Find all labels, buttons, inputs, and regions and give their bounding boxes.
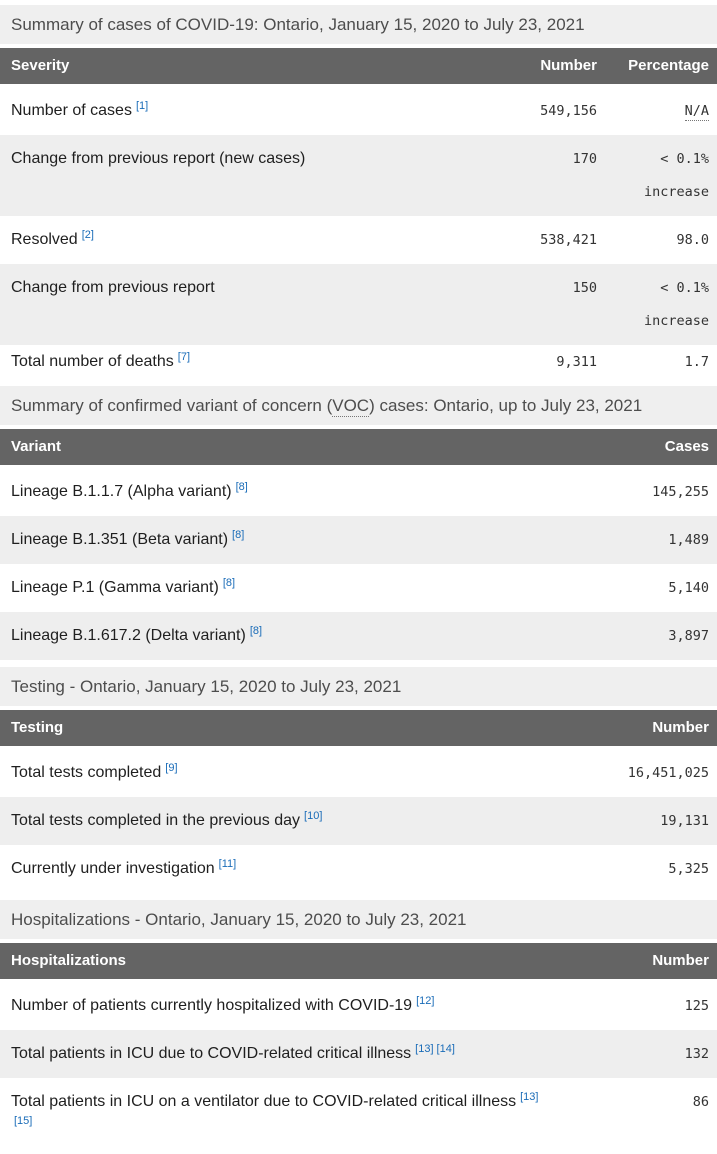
na-abbr: N/A xyxy=(684,103,709,121)
row-label: Number of patients currently hospitalize… xyxy=(11,994,435,1014)
footnote-ref[interactable]: [11] xyxy=(218,857,237,870)
percentage-note: increase xyxy=(643,313,709,329)
table-header: Testing Number xyxy=(0,710,717,746)
value-cell: 3,897 xyxy=(668,628,709,644)
row-label: Change from previous report xyxy=(11,279,215,296)
footnote-ref[interactable]: [2] xyxy=(81,228,94,241)
number-cell: 538,421 xyxy=(540,232,597,248)
row-label: Total tests completed [9] xyxy=(11,761,178,781)
number-cell: 549,156 xyxy=(540,103,597,119)
column-header-severity: Severity xyxy=(11,57,70,74)
footnote-ref[interactable]: [8] xyxy=(222,576,236,589)
section-heading: Hospitalizations - Ontario, January 15, … xyxy=(0,900,717,939)
table-row: Lineage P.1 (Gamma variant) [8] 5,140 xyxy=(0,564,717,612)
value-cell: 5,140 xyxy=(668,580,709,596)
table-row: Total tests completed [9] 16,451,025 xyxy=(0,749,717,797)
section-testing: Testing - Ontario, January 15, 2020 to J… xyxy=(0,667,717,893)
column-header-hospitalizations: Hospitalizations xyxy=(11,952,127,969)
column-header-number: Number xyxy=(652,719,709,736)
section-heading: Summary of confirmed variant of concern … xyxy=(0,386,717,425)
number-cell: 9,311 xyxy=(556,354,597,370)
column-header-number: Number xyxy=(652,952,709,969)
footnote-ref[interactable]: [14] xyxy=(436,1042,455,1055)
row-label: Number of cases [1] xyxy=(11,99,149,119)
footnote-ref[interactable]: [15] xyxy=(14,1114,33,1127)
row-label: Total patients in ICU on a ventilator du… xyxy=(11,1090,539,1127)
column-header-percentage: Percentage xyxy=(628,57,709,74)
row-label: Resolved [2] xyxy=(11,228,94,248)
row-label: Change from previous report (new cases) xyxy=(11,150,306,167)
column-header-number: Number xyxy=(540,57,597,74)
row-label: Lineage P.1 (Gamma variant) [8] xyxy=(11,576,236,596)
table-header: Variant Cases xyxy=(0,429,717,465)
percentage-note: increase xyxy=(643,184,709,200)
table-row: Number of patients currently hospitalize… xyxy=(0,982,717,1030)
table-row: Change from previous report 150 < 0.1% i… xyxy=(0,264,717,345)
section-heading: Summary of cases of COVID-19: Ontario, J… xyxy=(0,5,717,44)
value-cell: 86 xyxy=(692,1094,709,1110)
value-cell: 125 xyxy=(684,998,709,1014)
section-hospitalizations: Hospitalizations - Ontario, January 15, … xyxy=(0,900,717,1150)
row-label: Lineage B.1.351 (Beta variant) [8] xyxy=(11,528,245,548)
row-label: Total patients in ICU due to COVID-relat… xyxy=(11,1042,455,1062)
row-label: Lineage B.1.1.7 (Alpha variant) [8] xyxy=(11,480,248,500)
column-header-cases: Cases xyxy=(664,438,709,455)
section-variants: Summary of confirmed variant of concern … xyxy=(0,386,717,660)
voc-abbr: VOC xyxy=(332,396,370,417)
value-cell: 19,131 xyxy=(660,813,709,829)
footnote-ref[interactable]: [12] xyxy=(416,994,435,1007)
value-cell: 16,451,025 xyxy=(627,765,709,781)
footnote-ref[interactable]: [8] xyxy=(232,528,245,541)
footnote-ref[interactable]: [8] xyxy=(235,480,248,493)
number-cell: 170 xyxy=(572,151,597,167)
row-label: Lineage B.1.617.2 (Delta variant) [8] xyxy=(11,624,263,644)
percentage-cell: < 0.1% increase xyxy=(597,135,709,216)
footnote-ref[interactable]: [13] xyxy=(520,1090,539,1103)
column-header-variant: Variant xyxy=(11,438,62,455)
footnote-ref[interactable]: [8] xyxy=(249,624,263,637)
table-row: Lineage B.1.1.7 (Alpha variant) [8] 145,2… xyxy=(0,468,717,516)
table-row: Currently under investigation [11] 5,325 xyxy=(0,845,717,893)
table-row: Lineage B.1.351 (Beta variant) [8] 1,489 xyxy=(0,516,717,564)
table-row: Total patients in ICU on a ventilator du… xyxy=(0,1078,717,1150)
value-cell: 132 xyxy=(684,1046,709,1062)
value-cell: 145,255 xyxy=(652,484,709,500)
percentage-cell: N/A xyxy=(597,87,709,135)
footnote-ref[interactable]: [9] xyxy=(165,761,178,774)
table-row: Resolved [2] 538,421 98.0 xyxy=(0,216,717,264)
section-heading: Testing - Ontario, January 15, 2020 to J… xyxy=(0,667,717,706)
percentage-cell: 1.7 xyxy=(684,354,709,370)
table-row: Total patients in ICU due to COVID-relat… xyxy=(0,1030,717,1078)
value-cell: 1,489 xyxy=(668,532,709,548)
row-label: Currently under investigation [11] xyxy=(11,857,237,877)
column-header-testing: Testing xyxy=(11,719,64,736)
table-row: Lineage B.1.617.2 (Delta variant) [8] 3,8… xyxy=(0,612,717,660)
row-label: Total number of deaths [7] xyxy=(11,350,190,370)
table-header: Hospitalizations Number xyxy=(0,943,717,979)
row-label: Total tests completed in the previous da… xyxy=(11,809,323,829)
footnote-ref[interactable]: [13] xyxy=(415,1042,434,1055)
table-row: Number of cases [1] 549,156 N/A xyxy=(0,87,717,135)
footnote-ref[interactable]: [1] xyxy=(135,99,149,112)
footnote-ref[interactable]: [7] xyxy=(177,350,190,363)
number-cell: 150 xyxy=(572,280,597,296)
value-cell: 5,325 xyxy=(668,861,709,877)
table-row: Change from previous report (new cases) … xyxy=(0,135,717,216)
table-row: Total tests completed in the previous da… xyxy=(0,797,717,845)
table-header: Severity Number Percentage xyxy=(0,48,717,84)
table-row: Total number of deaths [7] 9,311 1.7 xyxy=(0,345,717,379)
percentage-cell: 98.0 xyxy=(676,232,709,248)
percentage-cell: < 0.1% increase xyxy=(597,264,709,345)
footnote-ref[interactable]: [10] xyxy=(304,809,323,822)
section-severity: Summary of cases of COVID-19: Ontario, J… xyxy=(0,5,717,379)
